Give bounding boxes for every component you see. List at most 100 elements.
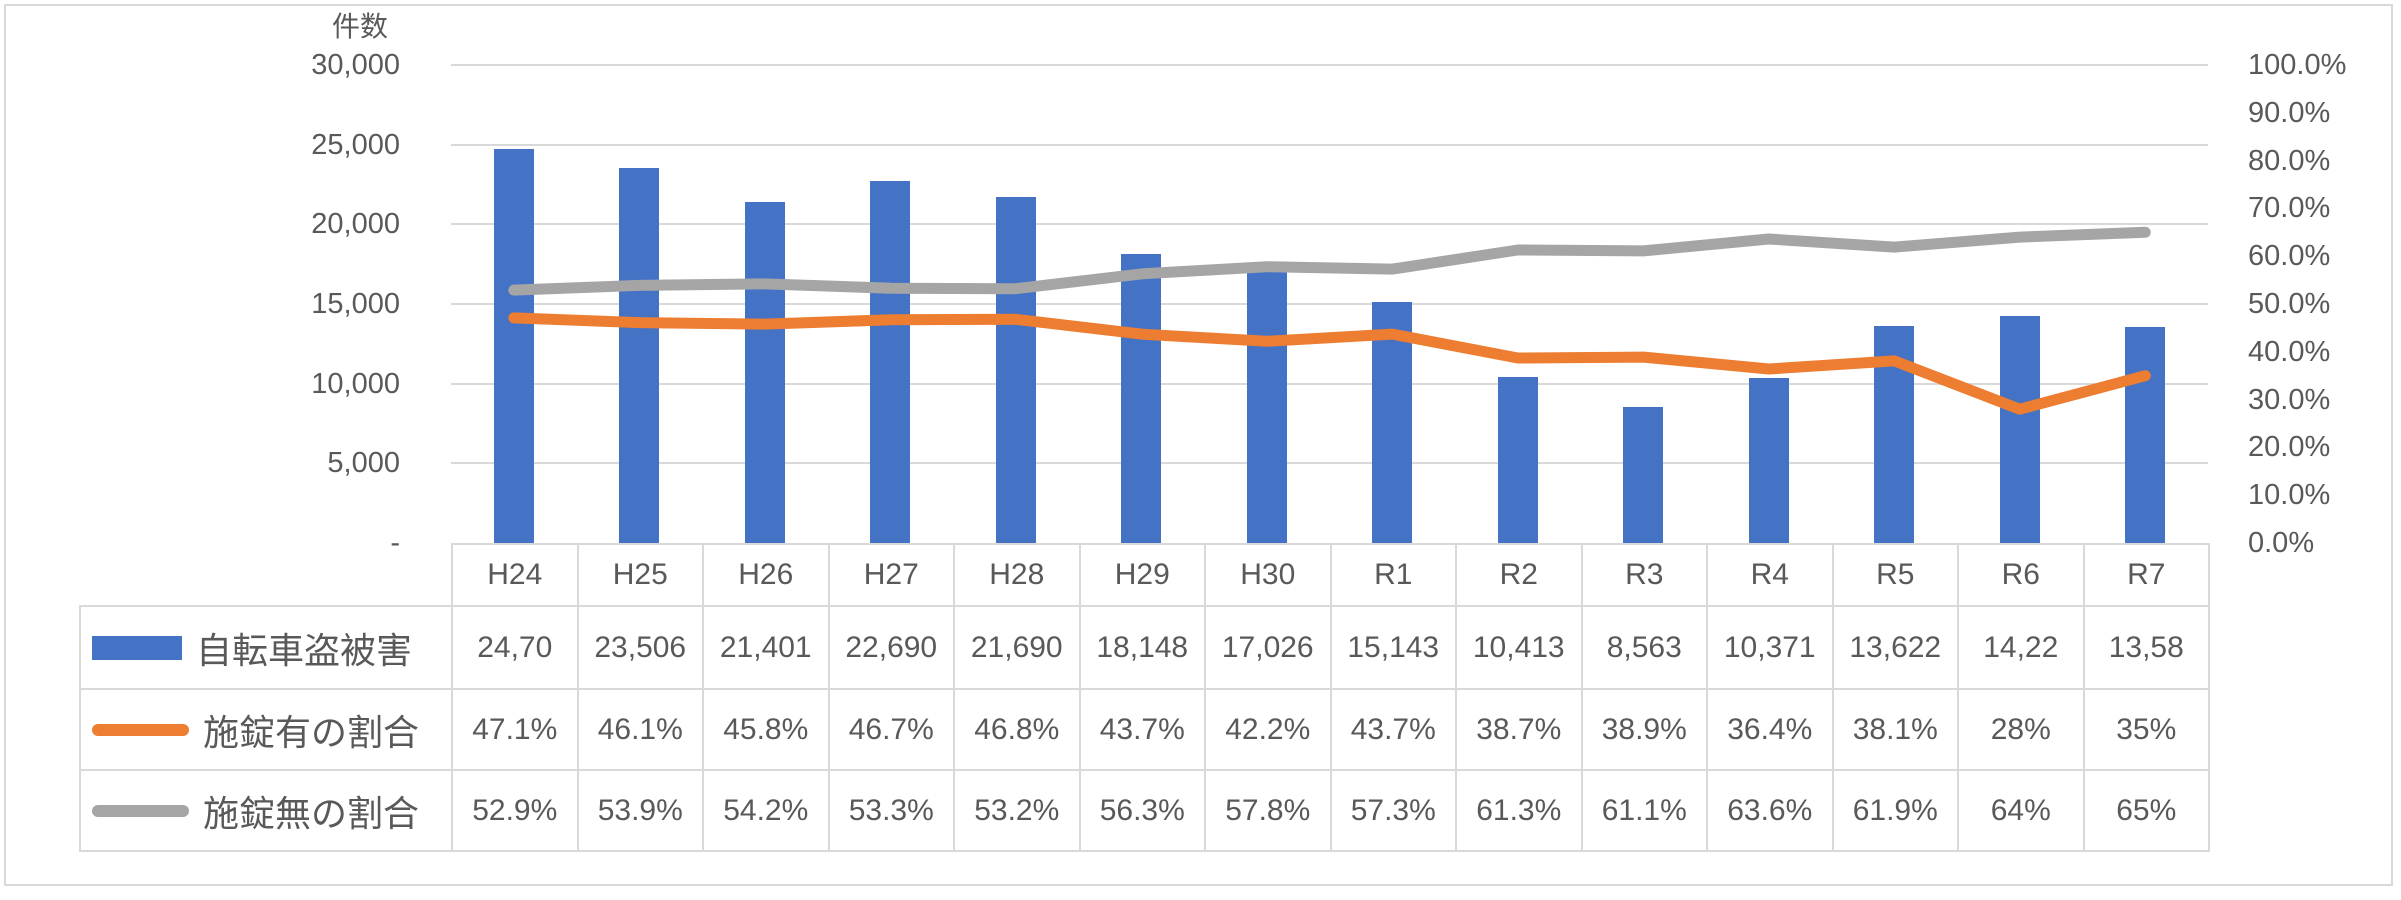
bar-bicycle-theft-R2 <box>1497 377 1538 543</box>
y-axis-left-tick: 5,000 <box>327 447 400 480</box>
y-axis-right-tick: 90.0% <box>2248 96 2331 129</box>
table-cell-H30: 17,026 <box>1204 605 1332 690</box>
table-header-R4: R4 <box>1706 543 1834 607</box>
bar-bicycle-theft-H28 <box>995 197 1036 543</box>
legend-cell-unlocked-ratio: 施錠無の割合 <box>79 769 453 852</box>
table-header-R7: R7 <box>2082 543 2210 607</box>
table-header-H30: H30 <box>1204 543 1332 607</box>
table-cell-H29: 56.3% <box>1078 769 1206 852</box>
table-cell-R3: 8,563 <box>1580 605 1708 690</box>
gridline <box>451 223 2208 226</box>
table-cell-R2: 61.3% <box>1455 769 1583 852</box>
y-axis-right-tick: 40.0% <box>2248 335 2331 368</box>
y-axis-left-tick: 20,000 <box>311 208 400 241</box>
y-axis-right-tick: 20.0% <box>2248 431 2331 464</box>
table-cell-H26: 21,401 <box>702 605 830 690</box>
data-table: H24 H25 H26 H27 H28 H29 H30 R1 R2 R3 R4 R5 R6 R7 自転車盗被… <box>79 543 2210 852</box>
table-cell-H26: 45.8% <box>702 688 830 771</box>
bar-bicycle-theft-R5 <box>1874 325 1915 543</box>
table-header-H28: H28 <box>953 543 1081 607</box>
y-axis-left-tick: 25,000 <box>311 128 400 161</box>
y-axis-right-tick: 0.0% <box>2248 527 2315 559</box>
y-axis-right-tick: 80.0% <box>2248 144 2331 177</box>
table-cell-H28: 53.2% <box>953 769 1081 852</box>
table-header-R3: R3 <box>1580 543 1708 607</box>
bar-bicycle-theft-H26 <box>744 202 785 543</box>
table-cell-R5: 38.1% <box>1831 688 1959 771</box>
table-cell-R2: 10,413 <box>1455 605 1583 690</box>
line-swatch-icon <box>92 804 189 817</box>
bar-bicycle-theft-R7 <box>2125 326 2166 543</box>
table-cell-R5: 61.9% <box>1831 769 1959 852</box>
bar-bicycle-theft-H25 <box>619 168 660 543</box>
table-cell-H25: 46.1% <box>576 688 704 771</box>
bar-bicycle-theft-H29 <box>1121 253 1162 543</box>
gridline <box>451 303 2208 305</box>
legend-series-name: 施錠無の割合 <box>203 792 420 834</box>
table-cell-R6: 14,22 <box>1957 605 2085 690</box>
table-corner-cell <box>80 544 453 607</box>
table-row-unlocked-ratio: 施錠無の割合 52.9% 53.9% 54.2% 53.3% 53.2% 56.3% 57.8… <box>79 769 2210 852</box>
table-cell-R1: 57.3% <box>1329 769 1457 852</box>
line-swatch-icon <box>92 723 189 736</box>
table-header-R1: R1 <box>1329 543 1457 607</box>
y-axis-right-tick: 10.0% <box>2248 479 2331 512</box>
table-cell-H28: 21,690 <box>953 605 1081 690</box>
legend-cell-locked-ratio: 施錠有の割合 <box>79 688 453 771</box>
table-cell-H25: 23,506 <box>576 605 704 690</box>
table-header-H25: H25 <box>576 543 704 607</box>
axis-title-left: 件数 <box>331 11 388 42</box>
bar-bicycle-theft-H27 <box>870 181 911 543</box>
table-cell-H30: 42.2% <box>1204 688 1332 771</box>
table-cell-H24: 24,70 <box>451 605 579 690</box>
table-header-row: H24 H25 H26 H27 H28 H29 H30 R1 R2 R3 R4 R5 R6 R7 <box>80 543 2210 607</box>
table-cell-H26: 54.2% <box>702 769 830 852</box>
table-cell-R6: 64% <box>1957 769 2085 852</box>
bar-swatch-icon <box>92 635 182 660</box>
y-axis-right-tick: 100.0% <box>2248 49 2347 81</box>
table-cell-R7: 13,58 <box>2082 605 2210 690</box>
table-cell-R5: 13,622 <box>1831 605 1959 690</box>
table-cell-R7: 35% <box>2082 688 2210 771</box>
bar-bicycle-theft-H24 <box>493 149 534 543</box>
gridline <box>451 462 2208 465</box>
table-cell-H29: 18,148 <box>1078 605 1206 690</box>
table-cell-R3: 61.1% <box>1580 769 1708 852</box>
table-cell-R1: 15,143 <box>1329 605 1457 690</box>
table-cell-H24: 52.9% <box>451 769 579 852</box>
table-header-H26: H26 <box>702 543 830 607</box>
y-axis-left-tick: 15,000 <box>311 288 400 320</box>
table-cell-R3: 38.9% <box>1580 688 1708 771</box>
table-cell-R2: 38.7% <box>1455 688 1583 771</box>
gridline <box>451 382 2208 385</box>
bar-bicycle-theft-R6 <box>1999 316 2040 543</box>
bar-bicycle-theft-H30 <box>1246 271 1287 543</box>
table-header-H29: H29 <box>1078 543 1206 607</box>
chart-outer-border <box>4 4 2393 886</box>
table-cell-R6: 28% <box>1957 688 2085 771</box>
table-cell-R7: 65% <box>2082 769 2210 852</box>
bar-bicycle-theft-R4 <box>1748 377 1789 543</box>
y-axis-right-tick: 70.0% <box>2248 192 2331 225</box>
table-header-R6: R6 <box>1957 543 2085 607</box>
table-cell-H29: 43.7% <box>1078 688 1206 771</box>
table-cell-R4: 36.4% <box>1706 688 1834 771</box>
table-row-bicycle-theft: 自転車盗被害 24,70 23,506 21,401 22,690 21,690 18,14… <box>79 605 2210 690</box>
bar-bicycle-theft-R1 <box>1372 301 1413 543</box>
table-cell-H24: 47.1% <box>451 688 579 771</box>
table-cell-R4: 10,371 <box>1706 605 1834 690</box>
y-axis-left-tick: 30,000 <box>311 49 400 81</box>
y-axis-left-tick: - <box>390 527 400 559</box>
gridline <box>451 143 2208 146</box>
table-cell-R1: 43.7% <box>1329 688 1457 771</box>
table-cell-H27: 46.7% <box>827 688 955 771</box>
y-axis-left-tick: 10,000 <box>311 367 400 400</box>
table-cell-H28: 46.8% <box>953 688 1081 771</box>
table-header-R2: R2 <box>1455 543 1583 607</box>
legend-cell-bicycle-theft: 自転車盗被害 <box>79 605 453 690</box>
table-cell-H25: 53.9% <box>576 769 704 852</box>
legend-series-name: 自転車盗被害 <box>196 629 413 671</box>
table-header-H24: H24 <box>451 543 579 607</box>
y-axis-right-tick: 50.0% <box>2248 288 2331 320</box>
